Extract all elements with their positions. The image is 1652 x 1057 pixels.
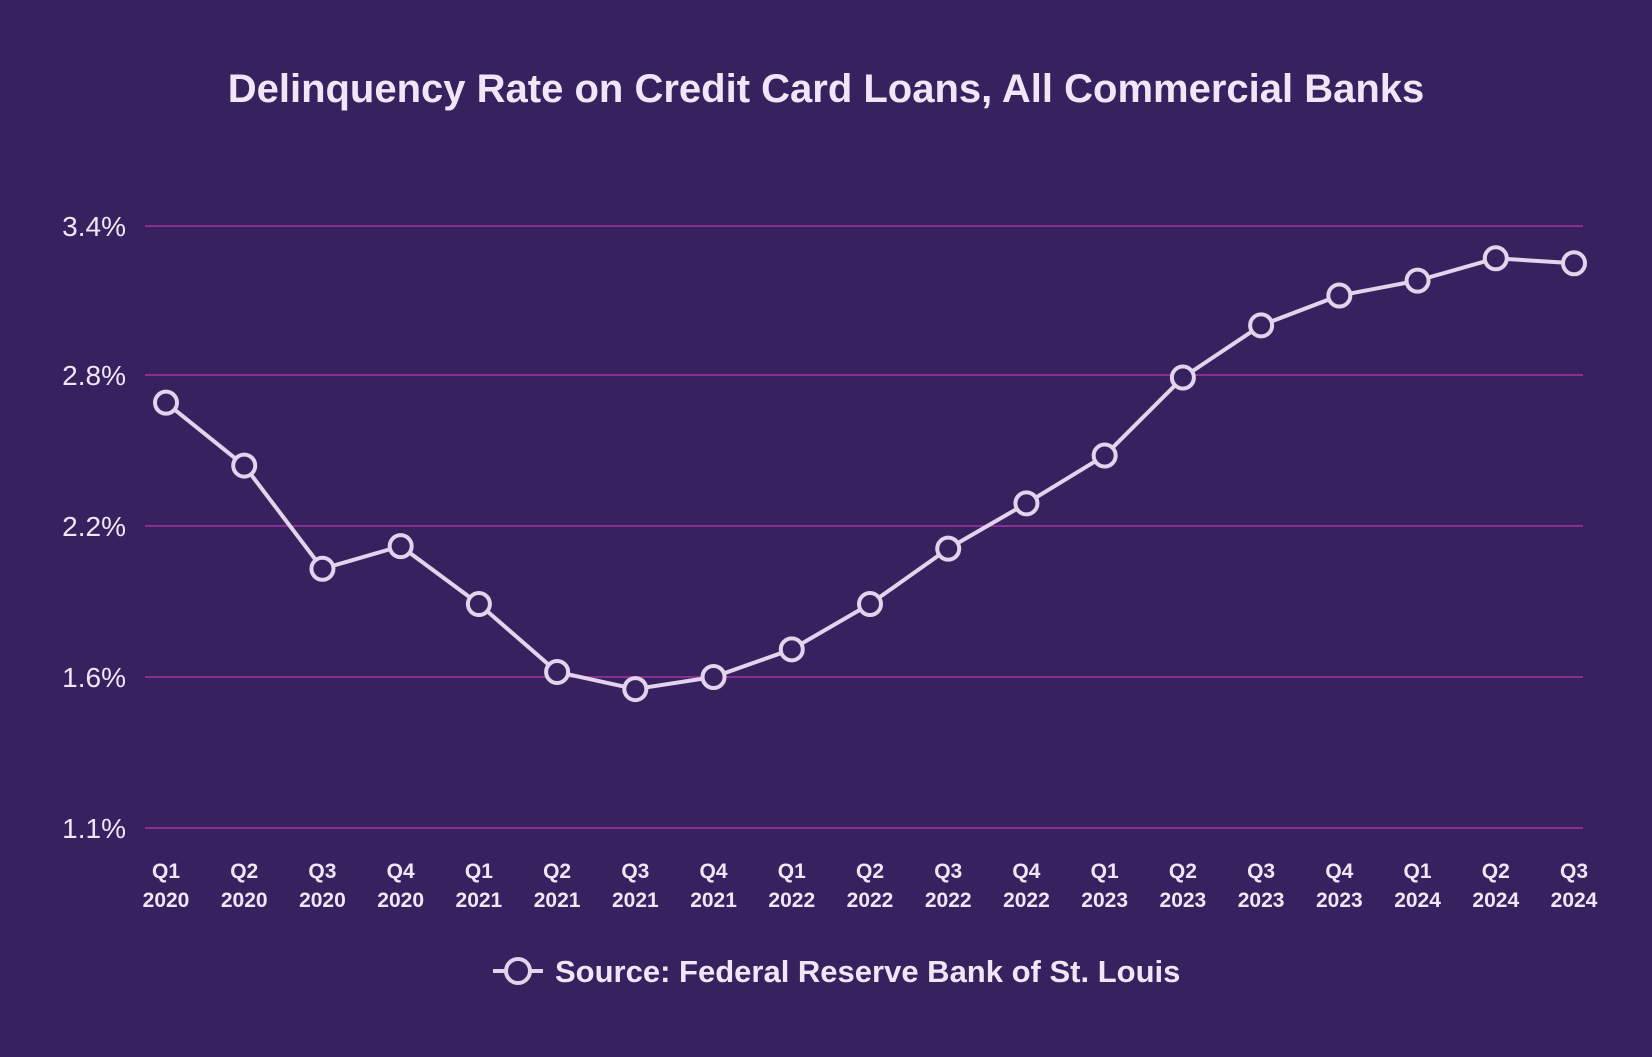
x-tick-quarter: Q4: [1012, 860, 1040, 883]
x-tick-year: 2024: [1472, 889, 1519, 912]
legend-label: Source: Federal Reserve Bank of St. Loui…: [555, 954, 1180, 989]
x-tick-label: Q3 2022: [925, 860, 972, 912]
x-tick-quarter: Q3: [934, 860, 962, 883]
x-tick-year: 2023: [1238, 889, 1285, 912]
x-tick-label: Q2 2022: [847, 860, 894, 912]
data-point: [622, 676, 649, 703]
x-axis-ticks: Q1 2020 Q2 2020 Q3 2020 Q4 2020 Q1 2021 Q2 2021 Q3 20…: [143, 860, 1598, 912]
data-point: [700, 664, 727, 690]
x-tick-quarter: Q3: [308, 860, 336, 883]
x-tick-year: 2022: [1003, 889, 1050, 912]
x-tick-label: Q2 2024: [1472, 860, 1519, 912]
data-point: [231, 452, 258, 479]
x-tick-year: 2022: [847, 889, 894, 912]
legend: Source: Federal Reserve Bank of St. Loui…: [493, 954, 1180, 989]
x-tick-year: 2020: [221, 889, 268, 912]
x-tick-quarter: Q2: [543, 860, 571, 883]
x-tick-label: Q3 2021: [612, 860, 659, 912]
x-tick-label: Q3 2024: [1551, 860, 1598, 912]
data-point: [465, 591, 492, 618]
x-tick-year: 2021: [690, 889, 737, 912]
legend-marker-symbol: [504, 957, 532, 985]
x-tick-label: Q2 2023: [1160, 860, 1207, 912]
data-point: [1013, 490, 1040, 517]
x-tick-label: Q2 2020: [221, 860, 268, 912]
x-tick-quarter: Q2: [856, 860, 884, 883]
x-tick-quarter: Q2: [1169, 860, 1197, 883]
x-tick-quarter: Q3: [1560, 860, 1588, 883]
data-point: [935, 535, 962, 562]
x-tick-label: Q1 2020: [143, 860, 190, 912]
x-tick-quarter: Q2: [230, 860, 258, 883]
x-tick-year: 2024: [1551, 889, 1598, 912]
y-tick-label: 1.6%: [62, 662, 126, 693]
x-tick-quarter: Q1: [1404, 860, 1432, 883]
data-point: [857, 591, 883, 618]
x-tick-year: 2023: [1081, 889, 1128, 912]
x-tick-quarter: Q1: [1091, 860, 1119, 883]
data-series: [153, 245, 1587, 703]
y-tick-label: 2.8%: [62, 360, 126, 391]
x-tick-quarter: Q2: [1482, 860, 1510, 883]
x-tick-year: 2022: [768, 889, 815, 912]
x-tick-quarter: Q4: [1325, 860, 1353, 883]
x-tick-year: 2021: [534, 889, 581, 912]
data-point: [1404, 267, 1431, 294]
x-tick-label: Q1 2023: [1081, 860, 1128, 912]
data-point: [387, 533, 414, 560]
x-tick-year: 2021: [456, 889, 503, 912]
x-tick-quarter: Q1: [778, 860, 806, 883]
y-tick-label: 2.2%: [62, 511, 126, 542]
data-point: [544, 658, 571, 685]
x-tick-year: 2020: [377, 889, 424, 912]
chart-title: Delinquency Rate on Credit Card Loans, A…: [228, 67, 1425, 111]
x-tick-year: 2020: [299, 889, 346, 912]
data-point: [1248, 312, 1275, 339]
x-tick-label: Q4 2020: [377, 860, 424, 912]
data-point: [1482, 245, 1509, 272]
data-point: [1169, 364, 1196, 391]
x-tick-label: Q4 2021: [690, 860, 737, 912]
x-tick-year: 2020: [143, 889, 190, 912]
x-tick-year: 2024: [1394, 889, 1441, 912]
data-point: [778, 636, 805, 663]
x-tick-quarter: Q4: [387, 860, 415, 883]
x-tick-label: Q4 2022: [1003, 860, 1050, 912]
x-tick-quarter: Q1: [465, 860, 493, 883]
y-tick-label: 3.4%: [62, 211, 126, 242]
x-tick-year: 2023: [1316, 889, 1363, 912]
x-tick-label: Q1 2024: [1394, 860, 1441, 912]
data-point: [1561, 250, 1587, 277]
series-line: [164, 256, 1575, 692]
data-point: [153, 389, 179, 416]
x-tick-year: 2022: [925, 889, 972, 912]
x-tick-label: Q4 2023: [1316, 860, 1363, 912]
x-tick-quarter: Q1: [152, 860, 180, 883]
y-axis-ticks: 1.1% 1.6% 2.2% 2.8% 3.4%: [62, 211, 126, 844]
data-point: [309, 555, 336, 582]
x-tick-label: Q2 2021: [534, 860, 581, 912]
y-tick-label: 1.1%: [62, 813, 126, 844]
x-tick-quarter: Q3: [621, 860, 649, 883]
x-tick-label: Q3 2023: [1238, 860, 1285, 912]
x-tick-year: 2023: [1160, 889, 1207, 912]
data-point: [1326, 282, 1353, 309]
x-tick-label: Q3 2020: [299, 860, 346, 912]
data-point: [1091, 442, 1118, 469]
gridlines: [145, 225, 1583, 829]
x-tick-year: 2021: [612, 889, 659, 912]
x-tick-label: Q1 2022: [768, 860, 815, 912]
x-tick-quarter: Q4: [700, 860, 728, 883]
x-tick-label: Q1 2021: [456, 860, 503, 912]
x-tick-quarter: Q3: [1247, 860, 1275, 883]
